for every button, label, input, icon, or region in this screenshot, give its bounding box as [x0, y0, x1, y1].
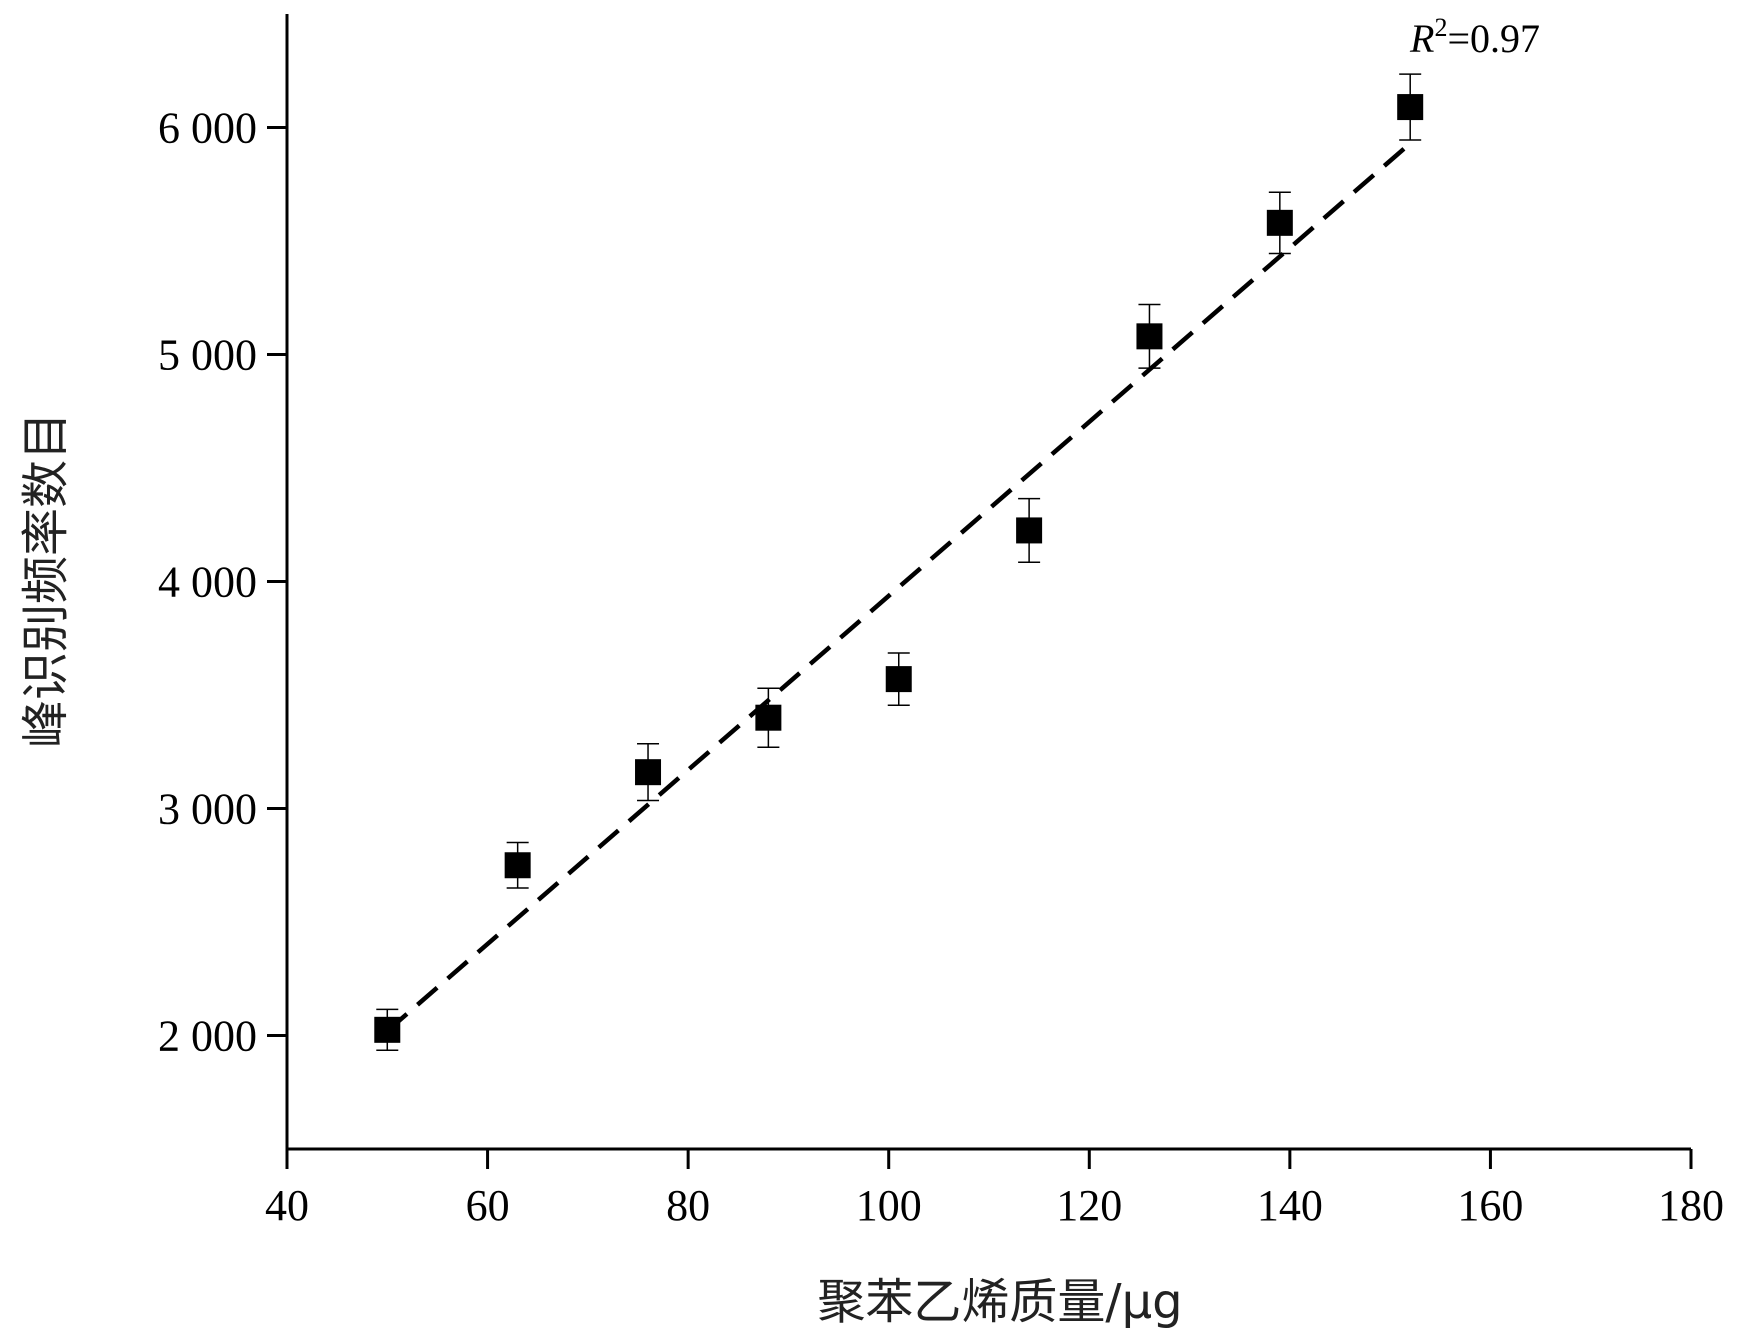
x-tick-label: 60 [466, 1181, 510, 1230]
x-tick-label: 160 [1457, 1181, 1523, 1230]
y-tick-label: 5 000 [158, 331, 257, 380]
data-point [1136, 323, 1163, 350]
y-tick-label: 2 000 [158, 1012, 257, 1061]
r-value: =0.97 [1447, 16, 1540, 61]
data-point [374, 1016, 401, 1043]
x-tick-label: 100 [856, 1181, 922, 1230]
data-points [374, 94, 1424, 1043]
data-point [885, 666, 912, 693]
y-tick-label: 6 000 [158, 104, 257, 153]
r-superscript: 2 [1434, 13, 1447, 42]
r-squared-annotation: R2=0.97 [1409, 13, 1540, 61]
x-tick-label: 120 [1056, 1181, 1122, 1230]
fit-line-group [385, 141, 1412, 1033]
x-tick-label: 40 [265, 1181, 309, 1230]
data-point [1016, 517, 1043, 544]
x-tick-label: 140 [1257, 1181, 1323, 1230]
y-axis-title: 峰识别频率数目 [18, 412, 74, 748]
error-bars [376, 73, 1422, 1052]
x-axis-title: 聚苯乙烯质量/μg [817, 1274, 1182, 1330]
ticks: 40 60 80 100 120 140 160 180 2 000 3 000 4 000 5 00… [158, 104, 1724, 1231]
data-point [504, 852, 531, 879]
fit-line [385, 141, 1412, 1033]
data-point [635, 759, 662, 786]
x-tick-label: 80 [666, 1181, 710, 1230]
data-point [1397, 94, 1424, 121]
r-letter: R [1409, 16, 1434, 61]
y-tick-label: 4 000 [158, 558, 257, 607]
data-point [1266, 209, 1293, 236]
axes [285, 14, 1691, 1151]
x-tick-label: 180 [1658, 1181, 1724, 1230]
data-point [755, 704, 782, 731]
y-tick-label: 3 000 [158, 785, 257, 834]
